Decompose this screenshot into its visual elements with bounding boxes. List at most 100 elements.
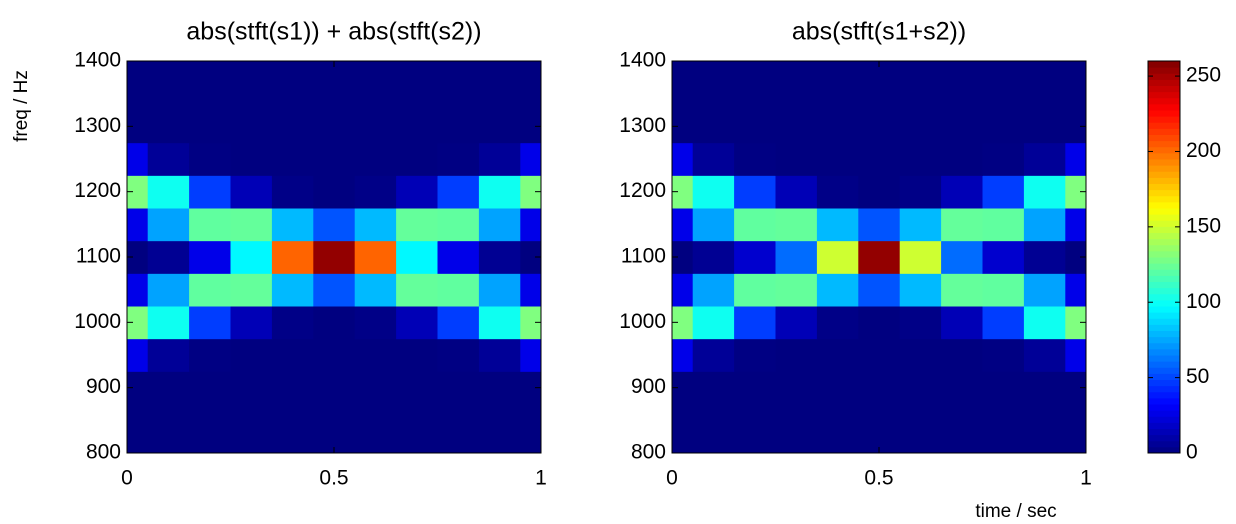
- heat-cell: [271, 436, 314, 453]
- heat-cell: [734, 338, 776, 372]
- heat-cell: [1065, 110, 1086, 144]
- heat-cell: [396, 338, 438, 372]
- colorbar-tick-label: 50: [1186, 365, 1209, 388]
- heat-cell: [692, 208, 735, 242]
- colorbar-swatch: [1148, 440, 1180, 448]
- heat-cell: [858, 404, 901, 438]
- heat-cell: [941, 404, 983, 438]
- heat-cell: [127, 436, 149, 453]
- heat-cell: [271, 208, 314, 242]
- heat-cell: [775, 436, 818, 453]
- heat-cell: [982, 338, 1025, 372]
- chart-title: abs(stft(s1)) + abs(stft(s2)): [186, 18, 481, 46]
- heat-cell: [478, 273, 521, 307]
- heat-cell: [147, 338, 190, 372]
- colorbar-swatch: [1148, 177, 1180, 184]
- heat-cell: [858, 436, 901, 453]
- heat-cell: [230, 436, 273, 453]
- heat-cell: [692, 306, 735, 340]
- heat-cell: [520, 61, 541, 78]
- heat-cell: [520, 306, 541, 340]
- heat-cell: [775, 273, 818, 307]
- colorbar-tick-label: 250: [1186, 64, 1221, 87]
- colorbar-swatch: [1148, 342, 1180, 350]
- heat-cell: [692, 110, 735, 144]
- heat-cell: [313, 436, 356, 453]
- x-tick-label: 1: [1080, 467, 1092, 490]
- colorbar-swatch: [1148, 220, 1180, 227]
- colorbar-swatch: [1148, 238, 1180, 246]
- heat-cell: [189, 142, 231, 176]
- heat-cell: [127, 208, 149, 242]
- colorbar-swatch: [1148, 281, 1180, 289]
- heat-cell: [941, 371, 983, 405]
- heat-cell: [520, 436, 541, 453]
- heat-cell: [899, 61, 942, 78]
- heat-cell: [271, 273, 314, 307]
- colorbar-swatch: [1148, 226, 1180, 233]
- heat-cell: [437, 208, 480, 242]
- heat-cell: [692, 338, 735, 372]
- heat-cell: [230, 208, 273, 242]
- heat-cell: [354, 404, 397, 438]
- heat-cell: [672, 61, 694, 78]
- heat-cell: [437, 306, 480, 340]
- heat-cell: [127, 175, 149, 209]
- heat-cell: [1023, 240, 1066, 274]
- heat-cell: [672, 338, 694, 372]
- colorbar-swatch: [1148, 208, 1180, 215]
- heat-cell: [941, 338, 983, 372]
- heat-cell: [899, 273, 942, 307]
- heat-cell: [816, 306, 859, 340]
- heat-cell: [816, 371, 859, 405]
- heat-cell: [734, 273, 776, 307]
- heat-cell: [271, 240, 314, 274]
- heat-cell: [354, 61, 397, 78]
- colorbar-swatch: [1148, 446, 1180, 454]
- heat-cell: [899, 371, 942, 405]
- heat-cell: [672, 110, 694, 144]
- heat-cell: [775, 175, 818, 209]
- heat-cell: [899, 240, 942, 274]
- colorbar-swatch: [1148, 373, 1180, 380]
- heat-cell: [520, 240, 541, 274]
- heat-cell: [734, 404, 776, 438]
- colorbar-swatch: [1148, 275, 1180, 282]
- heat-cell: [672, 273, 694, 307]
- y-tick-label: 900: [86, 375, 121, 398]
- heat-cell: [127, 110, 149, 144]
- heat-cell: [189, 273, 231, 307]
- heat-cell: [982, 142, 1025, 176]
- heat-cell: [692, 371, 735, 405]
- heat-cell: [147, 240, 190, 274]
- heat-cell: [313, 208, 356, 242]
- heat-cell: [127, 404, 149, 438]
- heat-cell: [437, 142, 480, 176]
- heat-cell: [127, 240, 149, 274]
- heat-cell: [816, 273, 859, 307]
- heat-cell: [189, 371, 231, 405]
- colorbar-swatch: [1148, 336, 1180, 344]
- heat-cell: [692, 273, 735, 307]
- heat-cell: [520, 404, 541, 438]
- heat-cell: [313, 306, 356, 340]
- y-tick-label: 1000: [74, 310, 121, 333]
- heat-cell: [396, 61, 438, 78]
- colorbar-swatch: [1148, 367, 1180, 374]
- heat-cell: [941, 61, 983, 78]
- heat-cell: [734, 175, 776, 209]
- colorbar-swatch: [1148, 244, 1180, 252]
- heat-cell: [354, 77, 397, 111]
- heat-cell: [396, 208, 438, 242]
- heat-cell: [692, 77, 735, 111]
- heat-cell: [982, 404, 1025, 438]
- heat-cell: [775, 338, 818, 372]
- heat-cell: [396, 77, 438, 111]
- heat-cell: [858, 208, 901, 242]
- heat-cell: [478, 371, 521, 405]
- heat-cell: [313, 77, 356, 111]
- heat-cell: [271, 175, 314, 209]
- colorbar-swatch: [1148, 287, 1180, 295]
- heat-cell: [437, 338, 480, 372]
- colorbar-swatch: [1148, 306, 1180, 313]
